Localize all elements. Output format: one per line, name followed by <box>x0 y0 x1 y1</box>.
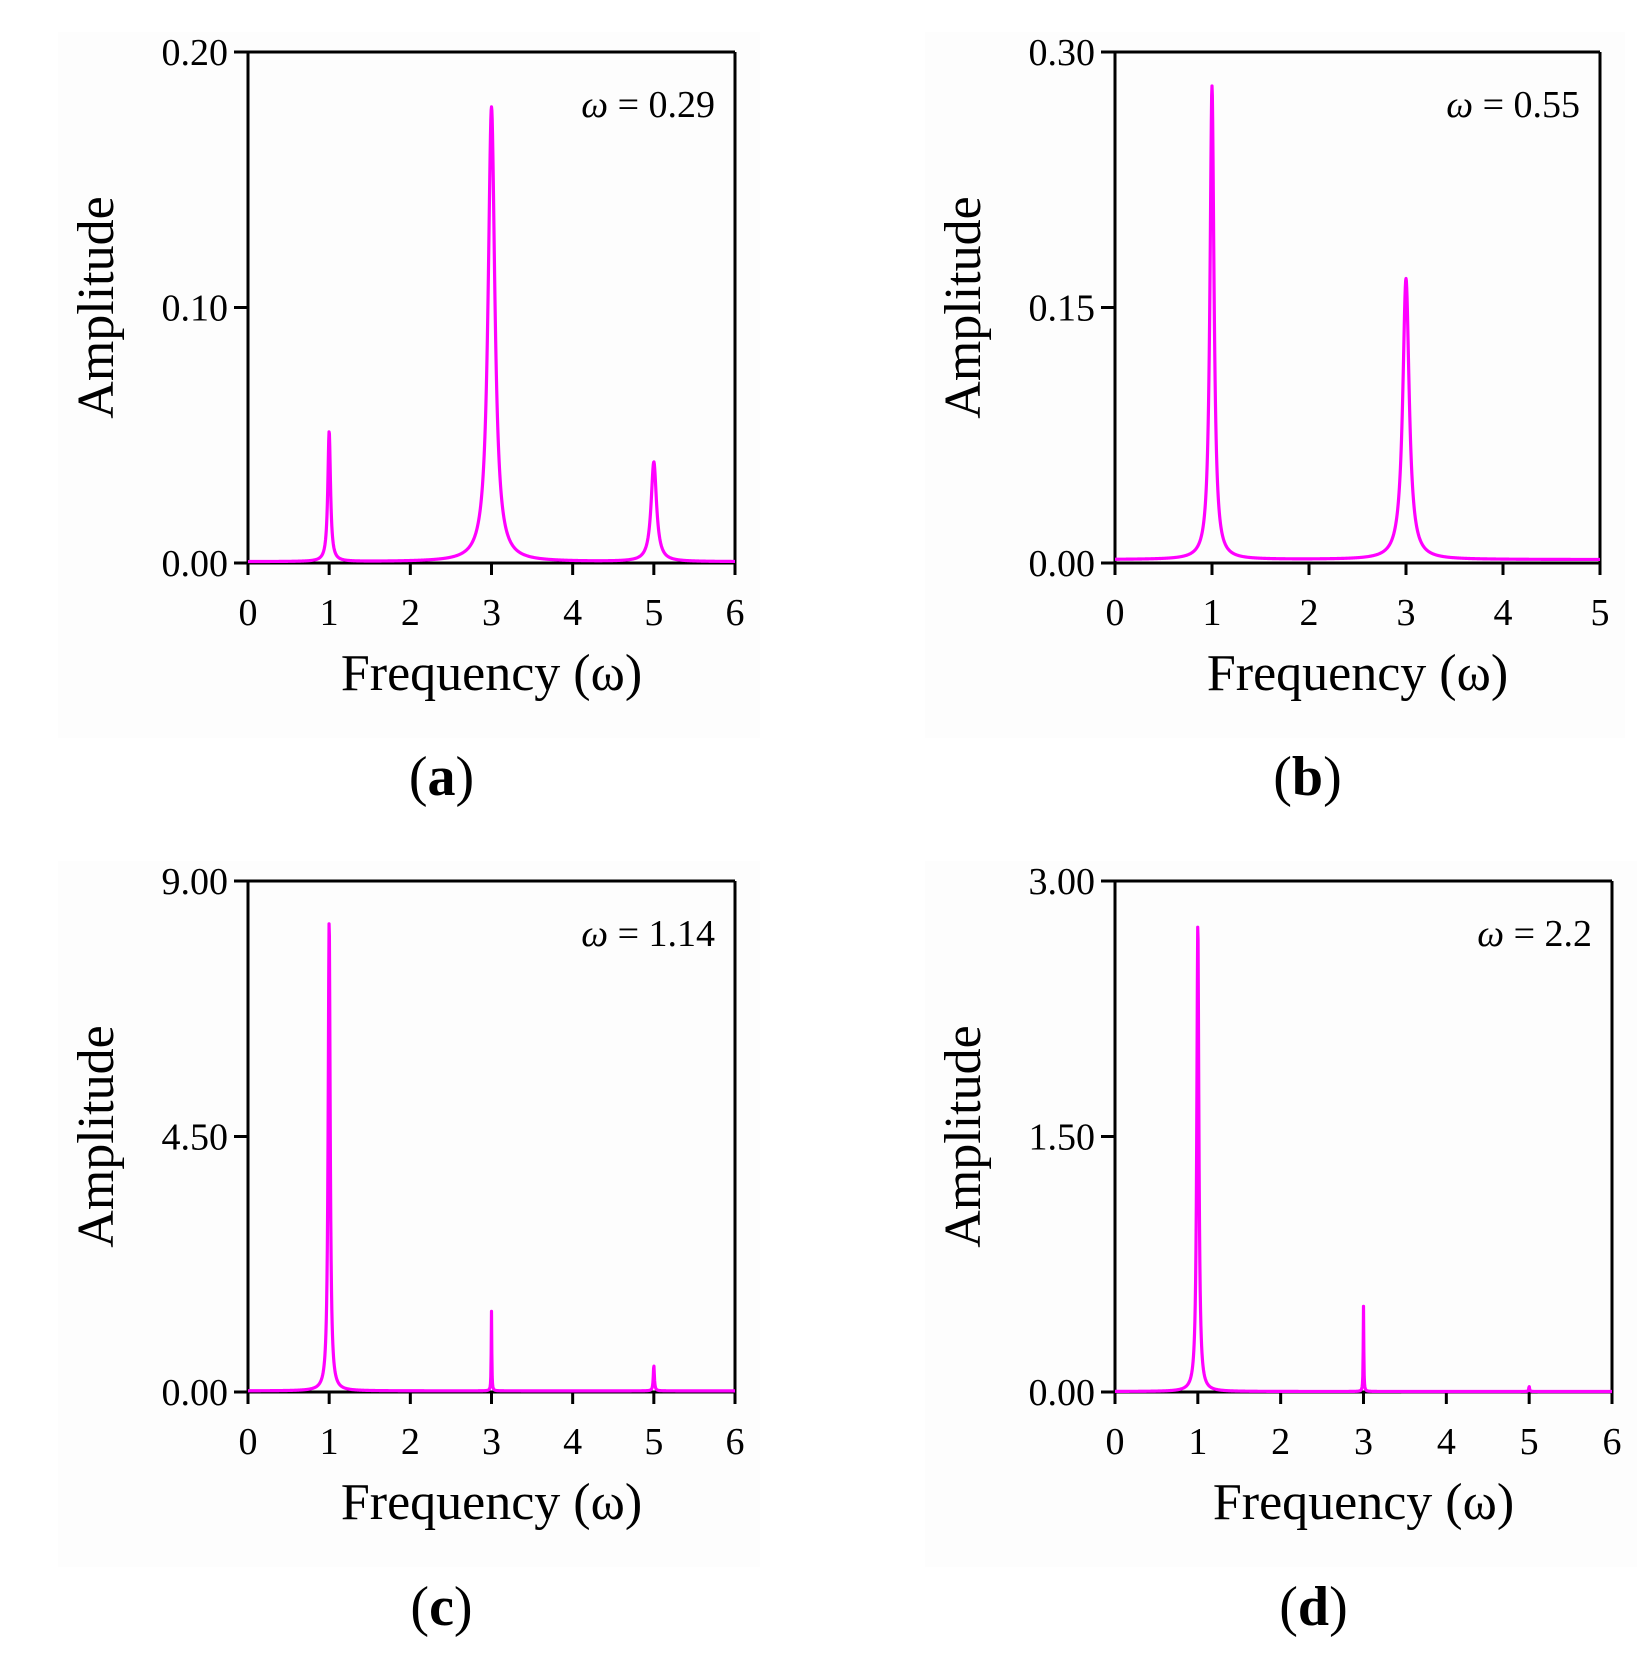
y-tick-label: 0.00 <box>162 1372 229 1414</box>
x-tick-label: 6 <box>1603 1421 1622 1463</box>
y-axis-title: Amplitude <box>68 196 125 418</box>
omega-annotation: ω = 2.2 <box>1477 913 1592 955</box>
amplitude-series-line <box>1113 925 1614 1394</box>
x-tick-label: 3 <box>482 1421 501 1463</box>
x-tick-label: 3 <box>1354 1421 1373 1463</box>
x-axis-title: Frequency (ω) <box>1213 1474 1514 1531</box>
x-tick-label: 2 <box>1300 592 1319 634</box>
x-tick-label: 0 <box>239 592 258 634</box>
plot-background <box>58 861 760 1567</box>
x-tick-label: 4 <box>563 592 582 634</box>
amplitude-series-line <box>246 105 737 564</box>
x-tick-label: 4 <box>563 1421 582 1463</box>
omega-annotation: ω = 0.55 <box>1446 84 1580 126</box>
x-tick-label: 2 <box>401 592 420 634</box>
panel-d: 0 1 2 3 4 5 6 0.00 1.50 3.00 Frequency (ω) Amplitud… <box>925 861 1637 1638</box>
y-tick-label: 0.00 <box>162 543 229 585</box>
plot-background <box>58 32 760 738</box>
y-tick-label: 9.00 <box>162 861 229 903</box>
x-tick-label: 3 <box>1397 592 1416 634</box>
x-tick-label: 6 <box>726 592 745 634</box>
x-tick-label: 5 <box>644 592 663 634</box>
x-tick-label: 4 <box>1494 592 1513 634</box>
x-tick-label: 2 <box>1271 1421 1290 1463</box>
plot-background <box>925 32 1625 738</box>
amplitude-series-line <box>1113 84 1602 562</box>
y-tick-label: 3.00 <box>1029 861 1096 903</box>
x-tick-label: 5 <box>1520 1421 1539 1463</box>
panel-label: (a) <box>409 746 474 808</box>
x-tick-label: 1 <box>320 1421 339 1463</box>
panel-label: (b) <box>1273 746 1341 808</box>
y-tick-label: 0.30 <box>1029 32 1096 74</box>
x-tick-label: 6 <box>726 1421 745 1463</box>
omega-annotation: ω = 0.29 <box>581 84 715 126</box>
y-tick-label: 0.15 <box>1029 288 1096 330</box>
x-tick-label: 0 <box>1106 1421 1125 1463</box>
x-tick-label: 5 <box>644 1421 663 1463</box>
y-axis-title: Amplitude <box>935 196 992 418</box>
y-tick-label: 4.50 <box>162 1117 229 1159</box>
x-tick-label: 4 <box>1437 1421 1456 1463</box>
x-axis-title: Frequency (ω) <box>1207 645 1508 702</box>
x-tick-label: 0 <box>1106 592 1125 634</box>
x-axis-title: Frequency (ω) <box>341 645 642 702</box>
panel-b: 0 1 2 3 4 5 0.00 0.15 0.30 Frequency (ω) Amplitude… <box>925 32 1625 808</box>
x-tick-label: 1 <box>320 592 339 634</box>
plot-background <box>925 861 1637 1567</box>
x-tick-label: 5 <box>1591 592 1610 634</box>
y-tick-label: 1.50 <box>1029 1117 1096 1159</box>
x-axis-title: Frequency (ω) <box>341 1474 642 1531</box>
x-tick-label: 0 <box>239 1421 258 1463</box>
x-tick-label: 2 <box>401 1421 420 1463</box>
x-tick-label: 3 <box>482 592 501 634</box>
omega-annotation: ω = 1.14 <box>581 913 715 955</box>
x-tick-label: 1 <box>1188 1421 1207 1463</box>
y-axis-title: Amplitude <box>68 1025 125 1247</box>
y-tick-label: 0.20 <box>162 32 229 74</box>
y-axis-title: Amplitude <box>935 1025 992 1247</box>
x-tick-label: 1 <box>1203 592 1222 634</box>
panel-a: 0 1 2 3 4 5 6 0.00 0.10 0.20 Frequency (ω) Amplitud… <box>58 32 760 808</box>
panel-c: 0 1 2 3 4 5 6 0.00 4.50 9.00 Frequency (ω) Amplitud… <box>58 861 760 1638</box>
panel-label: (c) <box>410 1576 472 1638</box>
y-tick-label: 0.00 <box>1029 543 1096 585</box>
amplitude-series-line <box>246 922 737 1393</box>
panel-label: (d) <box>1279 1576 1347 1638</box>
y-tick-label: 0.00 <box>1029 1372 1096 1414</box>
y-tick-label: 0.10 <box>162 288 229 330</box>
